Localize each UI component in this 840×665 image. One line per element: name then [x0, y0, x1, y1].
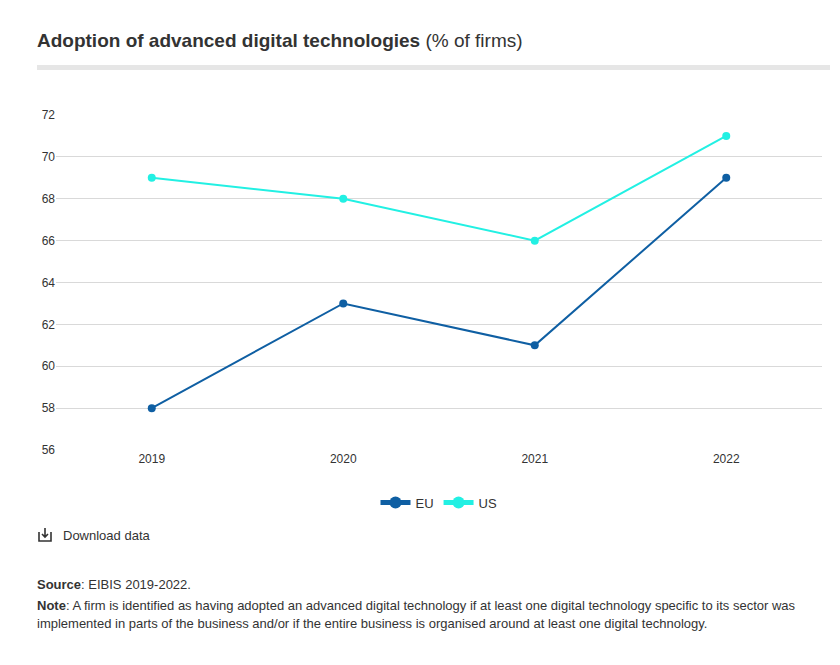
svg-text:US: US	[479, 496, 497, 511]
svg-text:72: 72	[42, 108, 56, 122]
svg-text:EU: EU	[416, 496, 434, 511]
svg-text:56: 56	[42, 443, 56, 457]
html-text:Source: EIBIS 2019-2022.: Source: EIBIS 2019-2022.	[37, 577, 191, 592]
svg-text:68: 68	[42, 192, 56, 206]
html-text:Adoption of advanced digital t: Adoption of advanced digital technologie…	[37, 30, 523, 51]
svg-text:2022: 2022	[713, 452, 740, 466]
svg-text:64: 64	[42, 276, 56, 290]
svg-text:2021: 2021	[521, 452, 548, 466]
svg-text:2020: 2020	[330, 452, 357, 466]
svg-text:62: 62	[42, 318, 56, 332]
svg-text:60: 60	[42, 359, 56, 373]
svg-text:70: 70	[42, 150, 56, 164]
svg-text:58: 58	[42, 401, 56, 415]
svg-text:66: 66	[42, 234, 56, 248]
html-text:Note: A firm is identified as: Note: A firm is identified as having ado…	[37, 598, 795, 631]
svg-text:2019: 2019	[138, 452, 165, 466]
html-text:Download data: Download data	[63, 527, 150, 543]
